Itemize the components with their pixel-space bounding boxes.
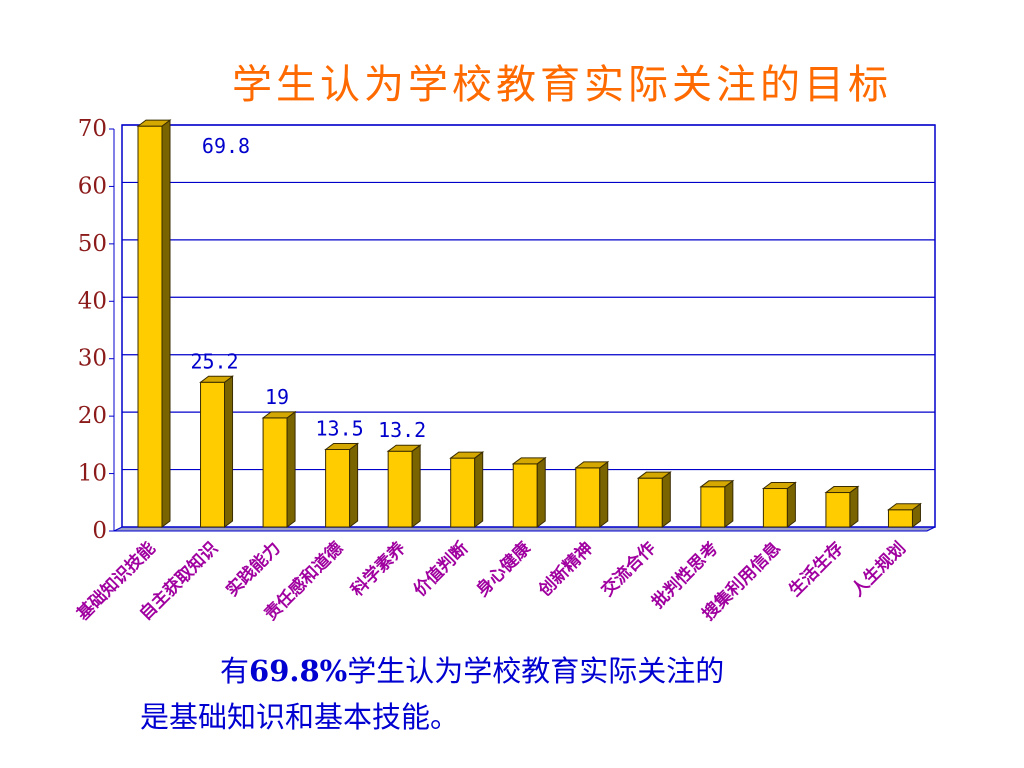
bar — [574, 460, 610, 528]
bar-front — [325, 448, 351, 528]
bar — [824, 485, 860, 528]
bar-side — [224, 375, 234, 528]
x-tick-label: 人生规划 — [847, 538, 910, 601]
bar-side — [599, 460, 609, 528]
y-tick-label: 50 — [78, 231, 107, 257]
summary-caption: 有69.8%学生认为学校教育实际关注的 是基础知识和基本技能。 — [140, 648, 920, 740]
bar — [761, 481, 797, 528]
bar-top — [574, 461, 610, 469]
y-tick-label: 10 — [78, 461, 107, 487]
bar — [386, 444, 422, 528]
caption-percentage: 69.8% — [249, 654, 348, 688]
bar — [199, 375, 235, 528]
bar-top — [136, 119, 172, 127]
bar — [449, 451, 485, 528]
bar-front — [137, 125, 163, 528]
bar-top — [324, 442, 360, 450]
x-tick-label: 创新精神 — [534, 538, 598, 602]
bar-top — [261, 411, 297, 419]
x-tick-label: 生活生存 — [785, 538, 848, 601]
bar-front — [387, 450, 413, 528]
bar-top — [449, 451, 485, 459]
bar-side — [724, 479, 734, 528]
bar-top — [824, 486, 860, 494]
bar-top — [886, 503, 922, 511]
y-tick-label: 0 — [92, 518, 107, 544]
bar-side — [286, 410, 296, 528]
caption-suffix: 学生认为学校教育实际关注的 — [347, 654, 725, 688]
bar-front — [825, 492, 851, 528]
bar-front — [450, 457, 476, 528]
chart-gridlines — [109, 124, 936, 532]
bar-side — [474, 451, 484, 528]
bar-side — [849, 485, 859, 528]
bar-top — [511, 457, 547, 465]
bar-top — [199, 375, 235, 383]
y-axis-ticks: 0 10 20 30 40 50 60 70 — [78, 116, 107, 544]
x-tick-label: 实践能力 — [222, 538, 285, 601]
bar — [261, 410, 297, 528]
y-tick-label: 70 — [78, 116, 107, 142]
y-tick-label: 40 — [78, 288, 107, 314]
bar-front — [700, 486, 726, 528]
bar-side — [536, 456, 546, 528]
bar-top — [761, 482, 797, 490]
caption-prefix: 有 — [220, 654, 250, 688]
y-tick-label: 20 — [78, 403, 107, 429]
bar-front — [575, 467, 601, 528]
data-labels: 69.8 25.2 19 13.5 13.2 — [190, 134, 426, 442]
bar-front — [637, 477, 663, 528]
bar-front — [200, 381, 226, 528]
bar-side — [661, 471, 671, 528]
x-tick-label: 身心健康 — [472, 537, 536, 601]
caption-line-1: 有69.8%学生认为学校教育实际关注的 — [140, 648, 920, 694]
bar-front — [512, 463, 538, 528]
bar — [324, 442, 360, 528]
bar-top — [699, 480, 735, 488]
data-label: 25.2 — [190, 349, 238, 373]
bar-side — [786, 481, 796, 528]
bar — [699, 479, 735, 528]
bar — [886, 502, 922, 528]
bar-front — [262, 417, 288, 528]
bar-front — [887, 509, 913, 528]
bar-side — [349, 442, 359, 528]
data-label: 69.8 — [202, 134, 250, 158]
x-tick-label: 科学素养 — [347, 537, 411, 601]
chart-title: 学生认为学校教育实际关注的目标 — [232, 62, 892, 108]
caption-line-2: 是基础知识和基本技能。 — [140, 700, 460, 734]
data-label: 13.2 — [378, 418, 426, 442]
bar-top — [636, 471, 672, 479]
x-tick-label: 交流合作 — [597, 538, 660, 601]
y-tick-label: 60 — [78, 173, 107, 199]
bar — [636, 471, 672, 528]
bar — [511, 456, 547, 528]
bar-side — [161, 119, 171, 528]
bar-side — [411, 444, 421, 528]
bar-top — [386, 444, 422, 452]
bar-series — [136, 119, 922, 528]
data-label: 13.5 — [316, 416, 364, 440]
data-label: 19 — [265, 385, 289, 409]
bar-front — [762, 488, 788, 528]
y-tick-label: 30 — [78, 346, 107, 372]
bar — [136, 119, 172, 528]
x-tick-label: 价值判断 — [409, 538, 472, 601]
